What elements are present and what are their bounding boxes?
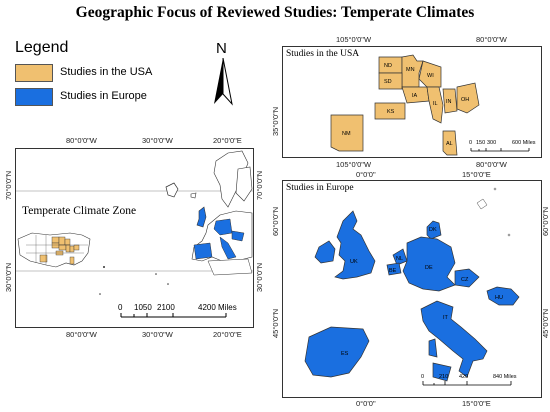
europe-scale-label-2: 420 xyxy=(459,374,469,380)
country-label-hu: HU xyxy=(495,295,503,301)
usa-scale-label-1: 150 xyxy=(476,140,486,146)
country-be xyxy=(386,262,402,276)
state-nm xyxy=(330,114,364,152)
country-label-it: IT xyxy=(443,315,449,321)
state-il xyxy=(426,86,444,124)
europe-top-tick-0: 0°0'0" xyxy=(356,170,376,179)
europe-bottom-tick-0: 0°0'0" xyxy=(356,399,376,408)
europe-left-tick-1: 45°0'0"N xyxy=(271,308,280,338)
state-label-in: IN xyxy=(446,99,452,105)
usa-top-tick-0: 105°0'0"W xyxy=(336,35,372,44)
country-label-dk: DK xyxy=(429,227,437,233)
world-bottom-tick-0: 80°0'0"W xyxy=(66,330,97,339)
europe-bottom-tick-1: 15°0'0"E xyxy=(462,399,491,408)
state-al xyxy=(442,130,458,156)
country-label-cz: CZ xyxy=(461,277,469,283)
world-bottom-tick-1: 30°0'0"W xyxy=(142,330,173,339)
scandinavia-shape xyxy=(213,150,249,208)
country-dk xyxy=(426,220,442,240)
country-ireland xyxy=(314,240,336,264)
world-scale-label-0: 0 xyxy=(118,303,123,312)
world-left-tick-0: 70°0'0"N xyxy=(4,170,13,200)
temperate-zone-label: Temperate Climate Zone xyxy=(22,205,137,217)
state-label-ks: KS xyxy=(387,109,395,115)
world-right-tick-1: 30°0'0"N xyxy=(255,262,264,292)
europe-scale-label-0: 0 xyxy=(421,374,425,380)
europe-right-tick-0: 60°0'0"N xyxy=(541,206,550,236)
world-top-tick-2: 20°0'0"E xyxy=(213,136,242,145)
north-arrow-letter: N xyxy=(216,40,227,57)
usa-bottom-tick-1: 80°0'0"W xyxy=(476,160,507,169)
usa-left-tick-0: 35°0'0"N xyxy=(271,106,280,136)
europe-map-title: Studies in Europe xyxy=(286,183,354,193)
europe-scale-bar xyxy=(422,381,512,386)
state-label-al: AL xyxy=(446,141,453,147)
usa-scale-label-3: 600 Miles xyxy=(512,140,536,146)
usa-world-shape xyxy=(17,232,91,268)
world-left-tick-1: 30°0'0"N xyxy=(4,262,13,292)
north-arrow-icon xyxy=(214,58,233,106)
state-in xyxy=(442,88,458,114)
legend-swatch-europe xyxy=(15,88,53,106)
world-bottom-tick-2: 20°0'0"E xyxy=(213,330,242,339)
legend-swatch-usa xyxy=(15,64,53,82)
usa-map-canvas: ND MN SD WI IA IL IN OH KS NM AL xyxy=(330,54,530,156)
country-label-nl: NL xyxy=(396,256,403,262)
country-cz xyxy=(454,268,480,288)
country-label-de: DE xyxy=(425,265,433,271)
state-label-wi: WI xyxy=(427,73,434,79)
page-title: Geographic Focus of Reviewed Studies: Te… xyxy=(75,4,475,21)
state-label-mn: MN xyxy=(406,67,415,73)
world-right-tick-0: 70°0'0"N xyxy=(255,170,264,200)
europe-map-canvas: DK UK NL BE DE CZ HU IT ES xyxy=(304,187,520,386)
europe-left-tick-0: 60°0'0"N xyxy=(271,206,280,236)
world-map-frame: Temperate Climate Zone 0 1050 2100 4200 … xyxy=(15,148,254,328)
country-label-be: BE xyxy=(389,268,397,274)
legend-label-usa: Studies in the USA xyxy=(60,66,153,78)
usa-bottom-tick-0: 105°0'0"W xyxy=(336,160,372,169)
state-label-nd: ND xyxy=(384,63,392,69)
world-scale-label-2: 2100 xyxy=(157,303,175,312)
state-oh xyxy=(456,82,480,114)
usa-scale-label-0: 0 xyxy=(469,140,473,146)
country-it xyxy=(420,300,488,378)
state-label-sd: SD xyxy=(384,79,392,85)
country-label-es: ES xyxy=(341,351,349,357)
legend-title: Legend xyxy=(15,39,69,56)
world-map-canvas xyxy=(16,150,253,318)
world-scale-label-3: 4200 Miles xyxy=(198,303,237,312)
country-hu xyxy=(486,286,520,306)
world-top-tick-0: 80°0'0"W xyxy=(66,136,97,145)
world-scale-label-1: 1050 xyxy=(134,303,152,312)
uk-shape xyxy=(196,206,207,228)
state-sd xyxy=(378,72,403,90)
europe-scale-label-3: 840 Miles xyxy=(493,374,517,380)
usa-map-title: Studies in the USA xyxy=(286,49,360,59)
europe-scale-label-1: 210 xyxy=(439,374,449,380)
country-label-uk: UK xyxy=(350,259,358,265)
usa-scale-bar xyxy=(470,148,530,152)
europe-right-tick-1: 45°0'0"N xyxy=(541,308,550,338)
usa-map-frame: ND MN SD WI IA IL IN OH KS NM AL Studies… xyxy=(282,46,542,158)
state-label-nm: NM xyxy=(342,131,351,137)
usa-scale-label-2: 300 xyxy=(487,140,497,146)
state-label-ia: IA xyxy=(412,93,418,99)
europe-top-tick-1: 15°0'0"E xyxy=(462,170,491,179)
world-scale-bar xyxy=(120,313,227,318)
usa-top-tick-1: 80°0'0"W xyxy=(476,35,507,44)
state-label-oh: OH xyxy=(461,97,469,103)
greenland-shape xyxy=(165,182,179,198)
state-label-il: IL xyxy=(433,101,438,107)
world-top-tick-1: 30°0'0"W xyxy=(142,136,173,145)
country-uk xyxy=(334,210,376,280)
state-ks xyxy=(374,102,406,120)
legend-label-europe: Studies in Europe xyxy=(60,90,147,102)
country-de xyxy=(402,236,456,292)
europe-map-frame: DK UK NL BE DE CZ HU IT ES Studies in Eu… xyxy=(282,180,542,398)
country-es xyxy=(304,326,370,378)
